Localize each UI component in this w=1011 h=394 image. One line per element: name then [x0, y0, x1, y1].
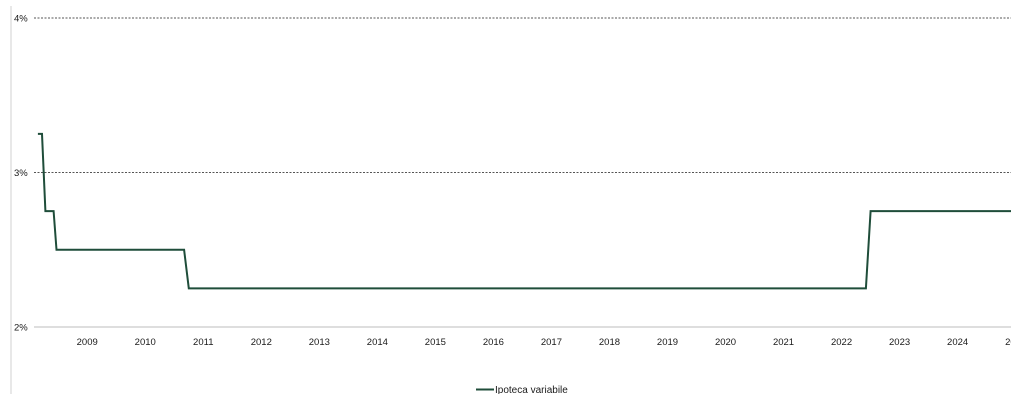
y-tick-label: 4% — [14, 14, 28, 25]
x-tick-label: 2012 — [251, 337, 272, 348]
x-tick-labels: 2009 2010 2011 2012 2013 2014 2015 2016 2017 2018… — [77, 337, 1011, 348]
y-tick-labels: 2% 3% 4% — [14, 14, 28, 334]
x-tick-label: 2014 — [367, 337, 388, 348]
legend: Ipoteca variabile — [476, 385, 568, 394]
x-tick-label: 2010 — [135, 337, 156, 348]
x-tick-label: 2013 — [309, 337, 330, 348]
y-tick-label: 2% — [14, 323, 28, 334]
x-tick-label: 2015 — [425, 337, 446, 348]
x-tick-label: 2025 — [1005, 337, 1011, 348]
x-tick-label: 2019 — [657, 337, 678, 348]
x-tick-label: 2009 — [77, 337, 98, 348]
x-tick-label: 2017 — [541, 337, 562, 348]
y-tick-label: 3% — [14, 168, 28, 179]
x-tick-label: 2011 — [193, 337, 213, 348]
series-lines — [37, 132, 1011, 290]
x-tick-label: 2023 — [889, 337, 910, 348]
x-tick-label: 2021 — [773, 337, 794, 348]
x-tick-label: 2022 — [831, 337, 852, 348]
x-tick-label: 2016 — [483, 337, 504, 348]
gridlines — [34, 17, 1011, 173]
x-tick-label: 2018 — [599, 337, 620, 348]
x-tick-label: 2020 — [715, 337, 736, 348]
x-tick-label: 2024 — [947, 337, 968, 348]
legend-label: Ipoteca variabile — [495, 385, 568, 394]
series-line — [37, 132, 1011, 290]
